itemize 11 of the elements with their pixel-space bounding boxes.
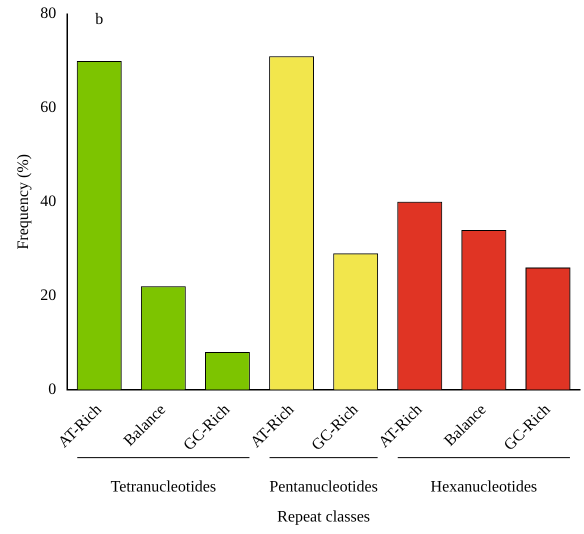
- y-tick-label: 0: [48, 380, 56, 398]
- annotation: b: [95, 11, 104, 28]
- text: Tetranucleotides: [110, 478, 216, 496]
- y-axis-title: Frequency (%): [14, 154, 32, 250]
- y-tick-label: 60: [40, 99, 56, 116]
- y-tick-label: 80: [40, 5, 56, 22]
- x-axis-title: Repeat classes: [277, 508, 370, 526]
- y-tick-label: 20: [40, 286, 56, 304]
- text: Hexanucleotides: [430, 478, 538, 496]
- text: Pentanucleotides: [269, 478, 378, 496]
- y-tick-label: 40: [40, 192, 56, 210]
